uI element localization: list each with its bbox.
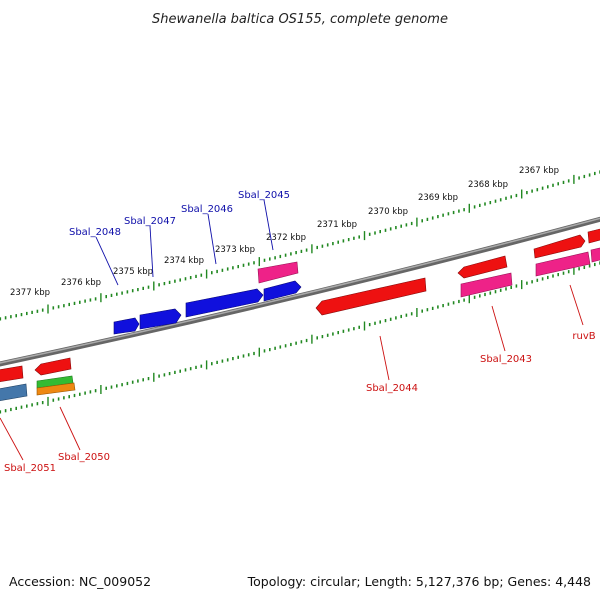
scale-label: 2377 kbp: [10, 288, 50, 298]
gene-label-ruvb[interactable]: ruvB: [572, 331, 595, 342]
gene-red-forward-b[interactable]: [587, 228, 600, 244]
gene-sbal-2051-red[interactable]: [0, 365, 24, 382]
gene-label-sbal-2050[interactable]: Sbal_2050: [58, 452, 110, 463]
gene-sbal-2048[interactable]: [113, 317, 140, 335]
gene-sbal-2043[interactable]: [460, 272, 513, 298]
gene-ruvb[interactable]: [535, 251, 591, 277]
scale-label: 2373 kbp: [215, 245, 255, 255]
gene-label-sbal-2051[interactable]: Sbal_2051: [4, 463, 56, 474]
scale-label: 2370 kbp: [368, 207, 408, 217]
genome-summary-text: Topology: circular; Length: 5,127,376 bp…: [247, 574, 591, 589]
gene-label-sbal-2044[interactable]: Sbal_2044: [366, 383, 418, 394]
inner-scale-track: [0, 261, 600, 414]
genome-backbone: [0, 216, 600, 367]
gene-sbal-2050-orange[interactable]: [36, 382, 76, 396]
scale-label: 2367 kbp: [519, 166, 559, 176]
scale-label: 2374 kbp: [164, 256, 204, 266]
gene-label-sbal-2046[interactable]: Sbal_2046: [181, 204, 233, 215]
leader-sbal-2047: [149, 225, 154, 278]
leader-sbal-2051: [0, 417, 24, 461]
leader-sbal-2045: [263, 199, 274, 251]
gene-leader-lines: [0, 199, 584, 461]
gene-red-forward-a[interactable]: [533, 234, 586, 259]
leader-sbal-2044: [379, 335, 390, 381]
leader-sbal-2050: [59, 406, 81, 451]
leader-sbal-2046: [207, 213, 217, 265]
scale-label: 2371 kbp: [317, 220, 357, 230]
gene-label-sbal-2047[interactable]: Sbal_2047: [124, 216, 176, 227]
genome-backbone-highlight: [0, 217, 600, 364]
leader-ruvb: [569, 284, 584, 326]
outer-scale-track: [0, 170, 600, 321]
gene-label-sbal-2048[interactable]: Sbal_2048: [69, 227, 121, 238]
scale-label: 2372 kbp: [266, 233, 306, 243]
gene-sbal-2045[interactable]: [263, 280, 302, 302]
scale-label: 2375 kbp: [113, 267, 153, 277]
gene-sbal-2043-red[interactable]: [457, 255, 508, 279]
gene-sbal-2046[interactable]: [185, 288, 264, 318]
leader-sbal-2048: [95, 236, 119, 286]
scale-labels: 2367 kbp 2368 kbp 2369 kbp 2370 kbp 2371…: [10, 166, 559, 298]
gene-sbal-2047[interactable]: [139, 308, 182, 330]
gene-labels: Sbal_2045 Sbal_2046 Sbal_2047 Sbal_2048 …: [4, 190, 596, 474]
gene-sbal-2050-red[interactable]: [34, 357, 72, 376]
forward-strand-genes: [113, 228, 600, 335]
gene-label-sbal-2043[interactable]: Sbal_2043: [480, 354, 532, 365]
gene-label-sbal-2045[interactable]: Sbal_2045: [238, 190, 290, 201]
scale-label: 2368 kbp: [468, 180, 508, 190]
scale-label: 2376 kbp: [61, 278, 101, 288]
leader-sbal-2043: [491, 305, 506, 352]
reverse-strand-genes: [0, 247, 600, 401]
accession-text: Accession: NC_009052: [9, 574, 151, 589]
scale-label: 2369 kbp: [418, 193, 458, 203]
map-title: Shewanella baltica OS155, complete genom…: [152, 12, 448, 27]
gene-pink-forward[interactable]: [257, 261, 299, 284]
gene-sbal-2044[interactable]: [315, 277, 427, 316]
gene-sbal-2051-steel[interactable]: [0, 383, 28, 401]
